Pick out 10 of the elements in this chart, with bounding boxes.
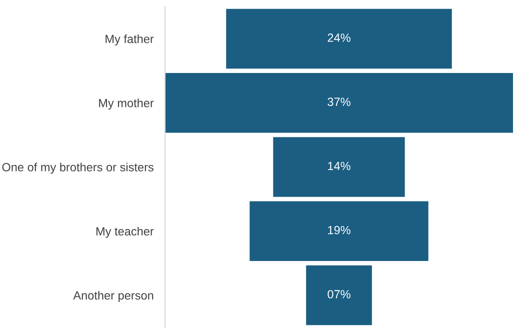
category-label: Another person <box>73 290 154 302</box>
data-label: 07% <box>328 290 350 298</box>
category-label: My teacher <box>96 226 154 238</box>
category-label: One of my brothers or sisters <box>2 162 154 174</box>
data-label: 14% <box>328 162 350 170</box>
data-label: 19% <box>328 226 350 234</box>
category-label: My father <box>106 34 154 46</box>
data-label: 24% <box>328 34 350 42</box>
data-label: 37% <box>328 98 350 106</box>
category-label: My mother <box>99 98 154 110</box>
